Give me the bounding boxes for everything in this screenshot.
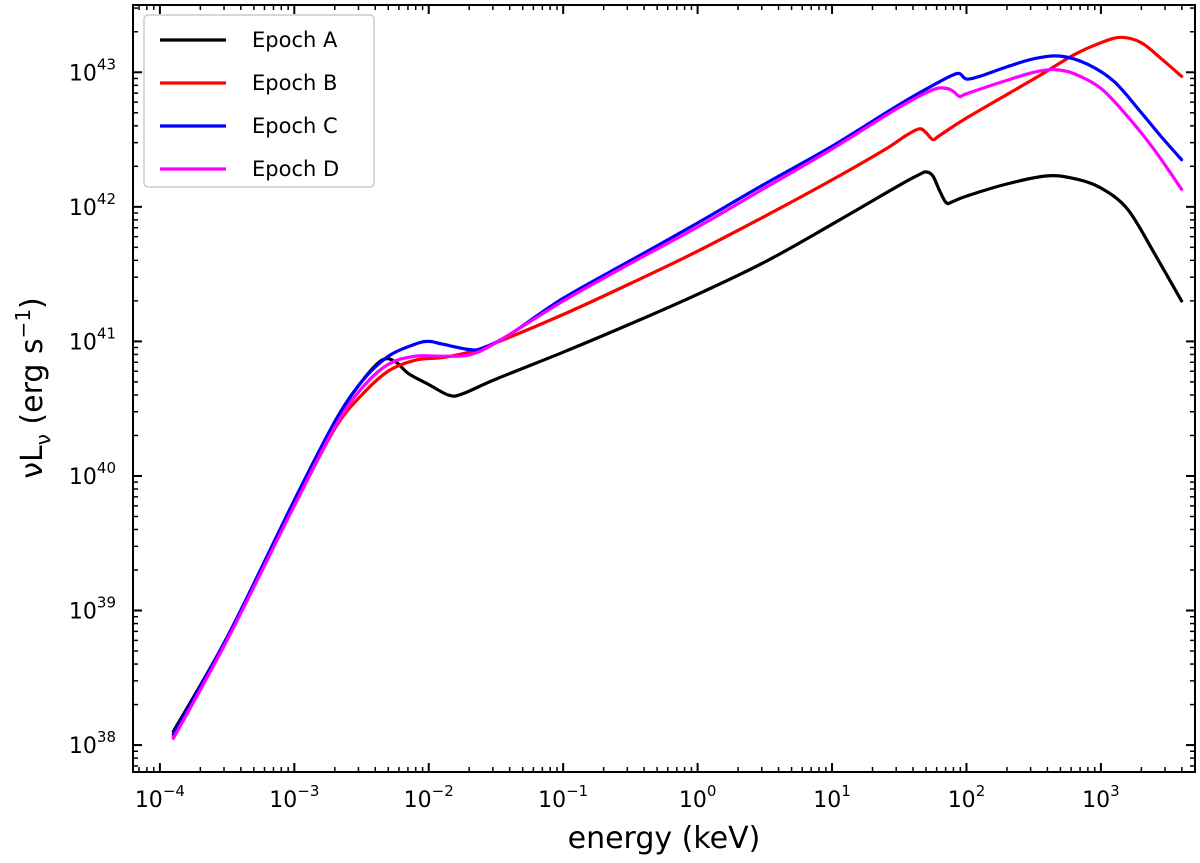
- x-tick-label: 101: [813, 782, 851, 813]
- y-tick-label: 1039: [69, 594, 116, 625]
- y-axis-label: νLν (erg s−1): [11, 297, 55, 479]
- x-axis: 10−4 10−3 10−2 10−1 100 101 102 103: [135, 5, 1196, 813]
- x-tick-label: 100: [679, 782, 717, 813]
- x-tick-label: 10−3: [269, 782, 319, 813]
- series-line-epoch-d: [171, 67, 1184, 740]
- legend-frame: [143, 14, 375, 188]
- x-axis-label: energy (keV): [568, 821, 761, 856]
- legend-label: Epoch B: [252, 71, 337, 95]
- x-tick-label: 10−4: [135, 782, 185, 813]
- series-line-epoch-b: [171, 35, 1184, 739]
- x-tick-label: 10−2: [404, 782, 454, 813]
- legend: Epoch A Epoch B Epoch C Epoch D: [143, 14, 375, 188]
- plot-frame: [132, 4, 1196, 773]
- y-tick-label: 1040: [69, 459, 116, 490]
- legend-label: Epoch D: [252, 157, 339, 181]
- legend-label: Epoch C: [252, 114, 338, 138]
- x-tick-label: 102: [948, 782, 986, 813]
- y-tick-label: 1043: [69, 55, 116, 86]
- x-tick-label: 103: [1082, 782, 1120, 813]
- y-tick-label: 1041: [69, 324, 116, 355]
- y-tick-label: 1042: [69, 190, 116, 221]
- y-tick-label: 1038: [69, 728, 116, 759]
- y-axis: 1038 1039 1040 1041 1042 1043: [69, 7, 1195, 767]
- x-tick-label: 10−1: [538, 782, 588, 813]
- series-layer: [171, 35, 1184, 740]
- legend-label: Epoch A: [252, 28, 338, 52]
- series-line-epoch-c: [171, 54, 1184, 736]
- series-line-epoch-a: [171, 170, 1184, 734]
